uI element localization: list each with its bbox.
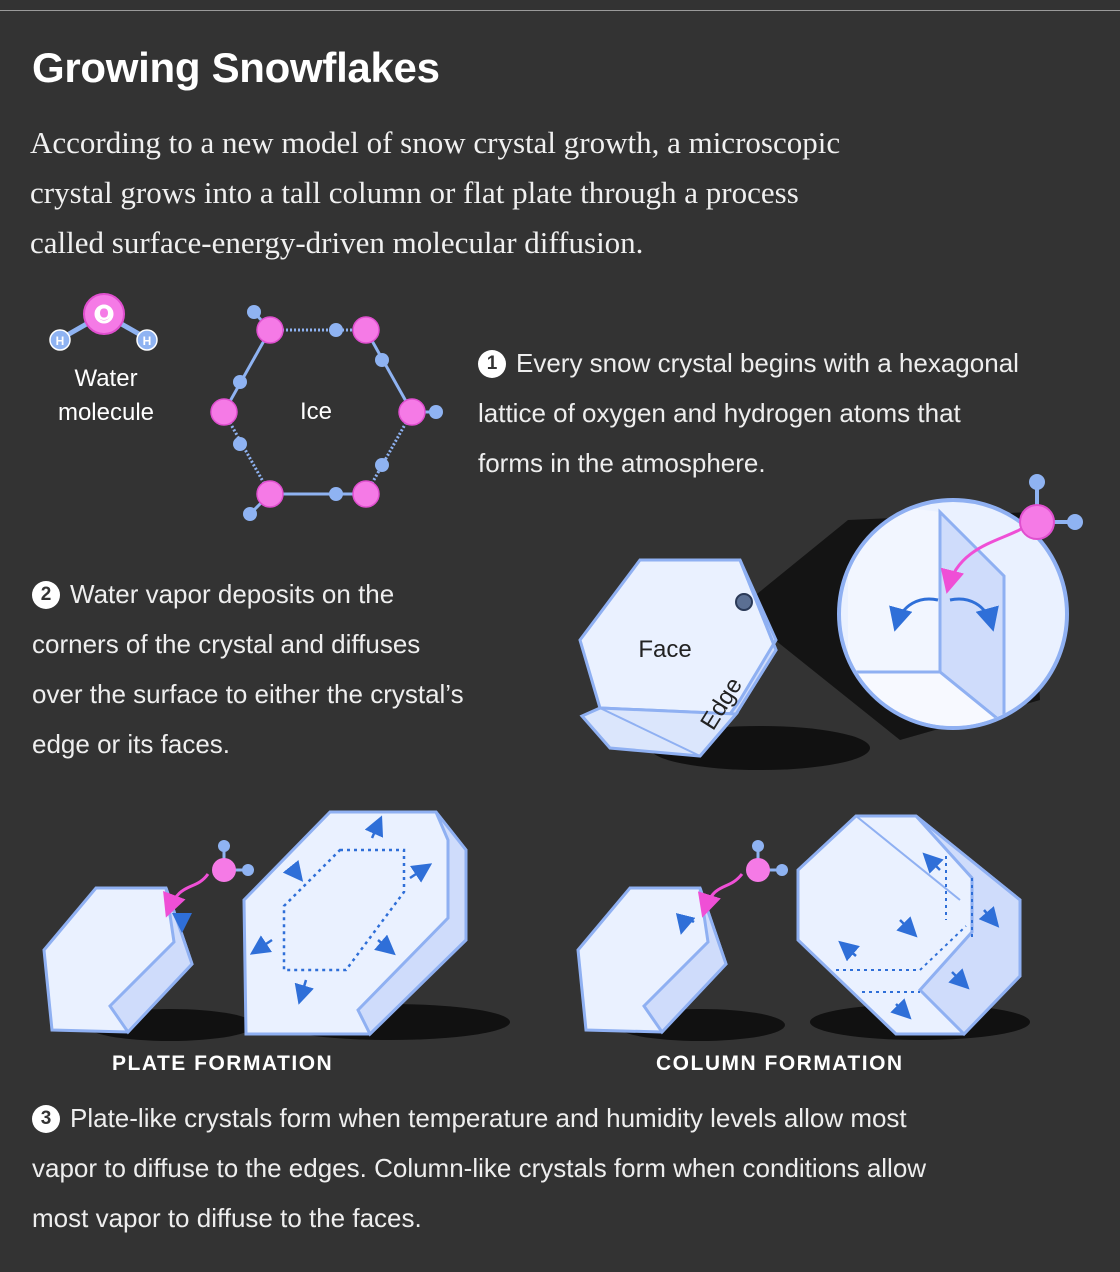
plate-formation-caption: PLATE FORMATION [112,1052,334,1075]
step2-text: 2 Water vapor deposits on the corners of … [32,569,464,769]
step2-number: 2 [32,581,60,609]
step1-line: forms in the atmosphere. [478,448,766,478]
plate-large-crystal [242,810,510,1040]
ice-lattice-icon [210,305,443,521]
intro-paragraph: According to a new model of snow crystal… [30,118,1030,268]
face-label: Face [638,636,692,663]
step1-line: lattice of oxygen and hydrogen atoms tha… [478,398,961,428]
step2-line: Water vapor deposits on the [70,579,395,609]
step3-number: 3 [32,1105,60,1133]
column-small-crystal [576,840,788,1041]
step1-number: 1 [478,350,506,378]
step2-line: corners of the crystal and diffuses [32,629,421,659]
intro-line: According to a new model of snow crystal… [30,125,841,160]
water-molecule-icon: H H [49,293,158,351]
column-large-crystal [796,814,1030,1040]
page-title: Growing Snowflakes [32,44,440,91]
water-molecule-label: Water molecule [52,362,160,430]
step3-line: vapor to diffuse to the edges. Column-li… [32,1153,927,1183]
step1-text: 1 Every snow crystal begins with a hexago… [478,338,1019,488]
plate-small-crystal [42,840,255,1041]
water-label-line1: Water [74,365,138,392]
intro-line: called surface-energy-driven molecular d… [30,225,644,260]
step3-line: most vapor to diffuse to the faces. [32,1203,422,1233]
zoom-crystal-diagram [578,474,1083,770]
column-formation-caption: COLUMN FORMATION [656,1052,904,1075]
ice-label: Ice [299,398,332,425]
step3-text: 3 Plate-like crystals form when temperatu… [32,1093,926,1243]
oxygen-label: O [96,303,112,325]
step2-line: over the surface to either the crystal’s [32,679,464,709]
top-divider [0,10,1120,11]
step2-line: edge or its faces. [32,729,230,759]
hydrogen-left-label: H [56,334,65,348]
water-label-line2: molecule [57,399,155,426]
hydrogen-right-label: H [143,334,152,348]
step1-line: Every snow crystal begins with a hexagon… [516,348,1019,378]
step3-line: Plate-like crystals form when temperatur… [70,1103,907,1133]
intro-line: crystal grows into a tall column or flat… [30,175,799,210]
